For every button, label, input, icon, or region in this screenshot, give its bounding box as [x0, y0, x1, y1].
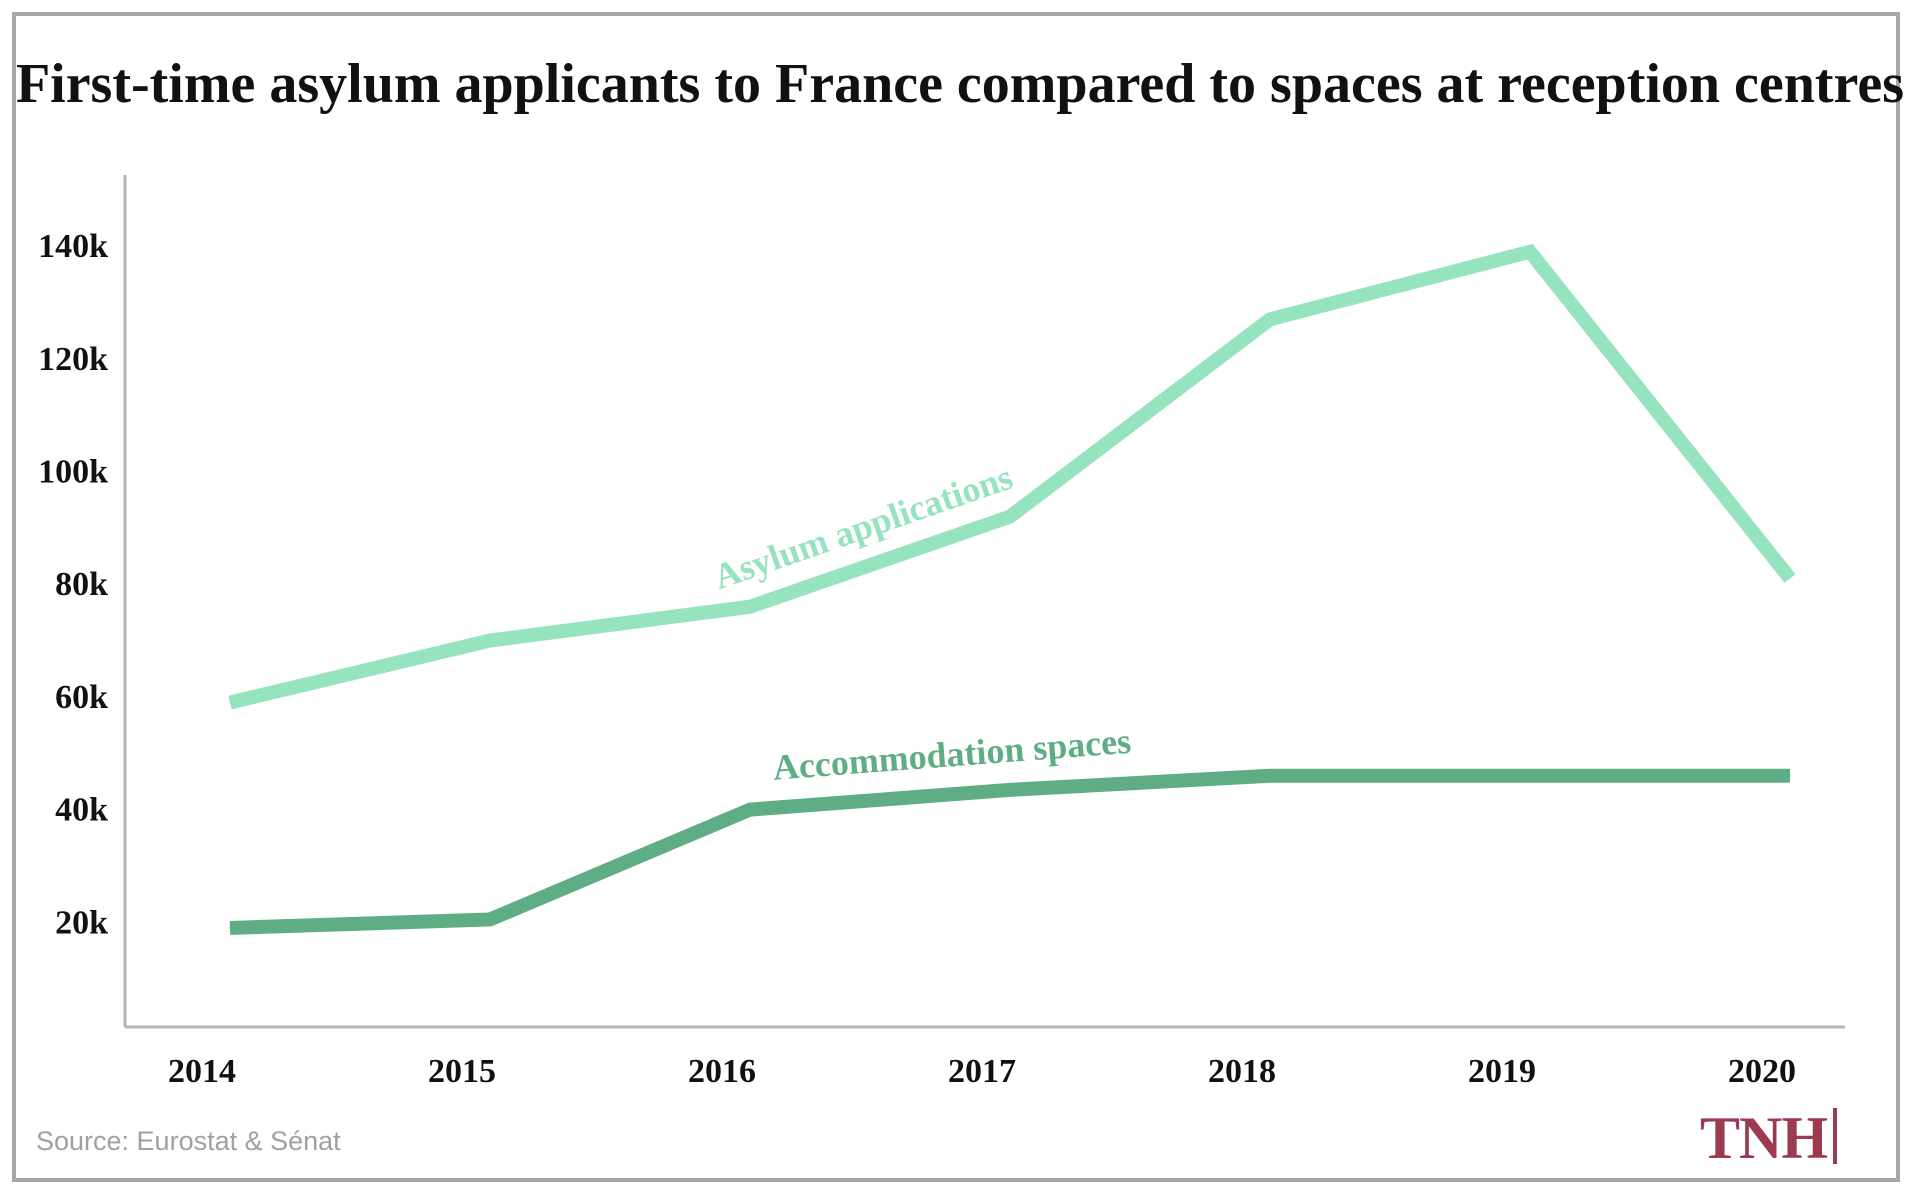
x-tick-2017: 2017 — [948, 1053, 1016, 1090]
logo-bar — [1833, 1108, 1838, 1164]
series-lines — [228, 243, 1796, 935]
tnh-logo: TNH — [1700, 1104, 1838, 1173]
accommodation-spaces-point-2017 — [1009, 789, 1011, 791]
x-tick-2015: 2015 — [428, 1053, 496, 1090]
y-tick-labels: 20k 40k 60k 80k 100k 120k 140k — [38, 228, 108, 941]
y-tick-100k: 100k — [38, 454, 108, 491]
x-tick-2020: 2020 — [1728, 1053, 1796, 1090]
y-tick-40k: 40k — [55, 792, 108, 829]
y-tick-140k: 140k — [38, 228, 108, 265]
asylum-applications-point-2015 — [489, 640, 491, 642]
x-tick-labels: 2014 2015 2016 2017 2018 2019 2020 — [168, 1053, 1796, 1090]
x-tick-2014: 2014 — [168, 1053, 236, 1090]
logo-text: TNH — [1700, 1105, 1828, 1171]
chart-title: First-time asylum applicants to France c… — [15, 53, 1905, 115]
accommodation-spaces-point-2016 — [749, 809, 751, 811]
accommodation-spaces-label: Accommodation spaces — [771, 721, 1132, 788]
asylum-applications-point-2017 — [1009, 516, 1011, 518]
accommodation-spaces-point-2015 — [489, 918, 491, 920]
accommodation-spaces-line — [229, 768, 1790, 935]
accommodation-spaces-point-2020 — [1789, 775, 1791, 777]
accommodation-spaces-point-2019 — [1529, 775, 1531, 777]
y-tick-20k: 20k — [55, 904, 108, 941]
accommodation-spaces-point-2018 — [1269, 775, 1271, 777]
y-tick-80k: 80k — [55, 566, 108, 603]
asylum-applications-point-2014 — [229, 702, 231, 704]
y-tick-120k: 120k — [38, 341, 108, 378]
asylum-applications-point-2018 — [1269, 318, 1271, 320]
asylum-applications-point-2016 — [749, 606, 751, 608]
x-tick-2019: 2019 — [1468, 1053, 1536, 1090]
chart-frame — [12, 12, 1900, 1182]
x-tick-2016: 2016 — [688, 1053, 756, 1090]
x-tick-2018: 2018 — [1208, 1053, 1276, 1090]
source-note: Source: Eurostat & Sénat — [36, 1126, 341, 1156]
asylum-applications-point-2019 — [1529, 251, 1531, 253]
y-tick-60k: 60k — [55, 679, 108, 716]
asylum-applications-point-2020 — [1789, 578, 1791, 580]
accommodation-spaces-point-2014 — [229, 927, 231, 929]
